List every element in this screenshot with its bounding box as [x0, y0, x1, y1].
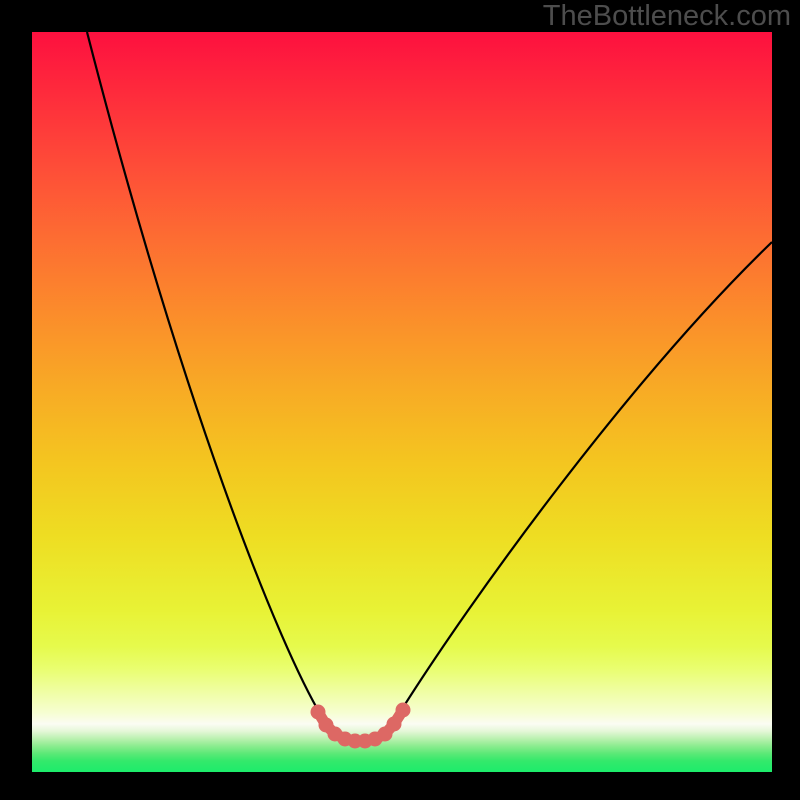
gradient-background: [32, 32, 772, 772]
chart-svg: [32, 32, 772, 772]
plot-area: [32, 32, 772, 772]
band-marker: [311, 705, 326, 720]
band-marker: [387, 717, 402, 732]
watermark-text: TheBottleneck.com: [543, 0, 791, 33]
band-marker: [396, 703, 411, 718]
chart-stage: TheBottleneck.com: [0, 0, 800, 800]
